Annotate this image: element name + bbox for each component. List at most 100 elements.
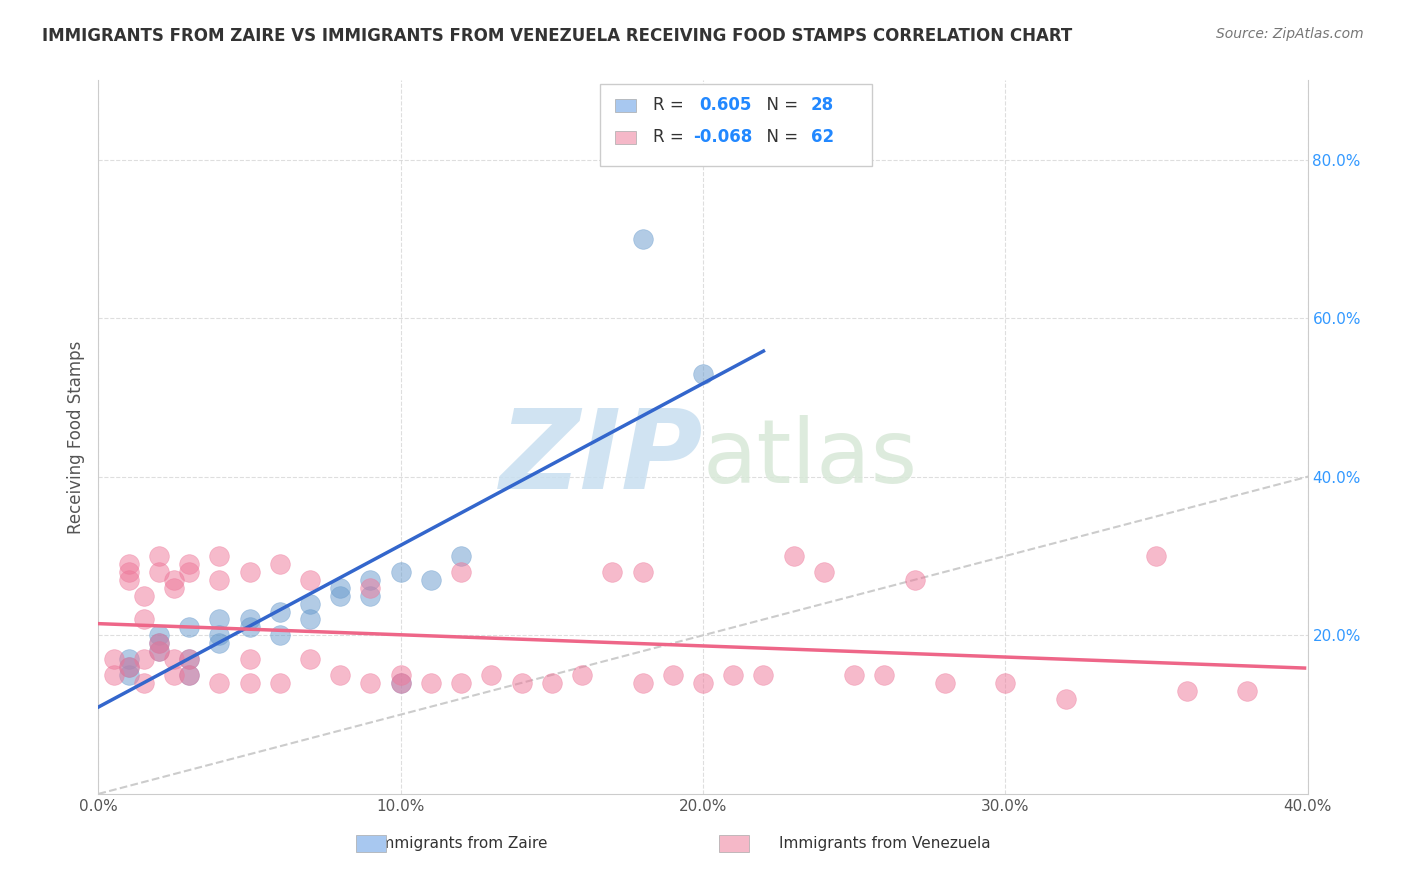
Point [904, 573, 927, 587]
Point [631, 565, 654, 579]
Point [389, 676, 412, 690]
Point [118, 652, 141, 666]
Text: R =: R = [654, 128, 689, 146]
Point [269, 557, 291, 571]
Point [752, 668, 775, 682]
Point [934, 676, 956, 690]
Point [148, 565, 170, 579]
Point [148, 549, 170, 563]
Point [208, 676, 231, 690]
Point [450, 549, 472, 563]
Point [299, 597, 322, 611]
Point [1054, 691, 1077, 706]
Point [148, 644, 170, 658]
Point [208, 573, 231, 587]
Point [103, 668, 125, 682]
Point [661, 668, 683, 682]
Point [420, 676, 443, 690]
Text: Source: ZipAtlas.com: Source: ZipAtlas.com [1216, 27, 1364, 41]
Point [1144, 549, 1167, 563]
Point [299, 652, 322, 666]
Point [269, 676, 291, 690]
Text: R =: R = [654, 96, 689, 114]
Point [873, 668, 896, 682]
FancyBboxPatch shape [600, 84, 872, 166]
Text: 0.605: 0.605 [699, 96, 752, 114]
Point [510, 676, 533, 690]
Point [571, 668, 593, 682]
Point [179, 565, 201, 579]
Point [269, 628, 291, 642]
Point [179, 620, 201, 634]
FancyBboxPatch shape [356, 835, 387, 853]
Point [540, 676, 562, 690]
Point [118, 660, 141, 674]
Point [208, 628, 231, 642]
Point [148, 636, 170, 650]
Point [329, 668, 352, 682]
FancyBboxPatch shape [718, 835, 749, 853]
Point [179, 652, 201, 666]
Point [132, 612, 155, 626]
Text: atlas: atlas [703, 415, 918, 502]
FancyBboxPatch shape [614, 131, 637, 144]
Point [148, 644, 170, 658]
Point [239, 620, 262, 634]
Text: Immigrants from Zaire: Immigrants from Zaire [375, 837, 547, 851]
Point [239, 676, 262, 690]
Y-axis label: Receiving Food Stamps: Receiving Food Stamps [66, 341, 84, 533]
Text: 62: 62 [811, 128, 834, 146]
Point [179, 668, 201, 682]
Point [179, 557, 201, 571]
Point [813, 565, 835, 579]
Point [602, 565, 624, 579]
Point [389, 668, 412, 682]
Point [783, 549, 806, 563]
Point [118, 668, 141, 682]
Point [450, 565, 472, 579]
Point [103, 652, 125, 666]
Point [118, 660, 141, 674]
Point [329, 581, 352, 595]
Text: ZIP: ZIP [499, 405, 703, 512]
Point [179, 652, 201, 666]
Point [148, 636, 170, 650]
Point [723, 668, 745, 682]
Text: Immigrants from Venezuela: Immigrants from Venezuela [779, 837, 990, 851]
Point [481, 668, 503, 682]
Point [239, 612, 262, 626]
Point [208, 549, 231, 563]
Point [1236, 683, 1258, 698]
Point [360, 589, 382, 603]
FancyBboxPatch shape [614, 99, 637, 112]
Point [132, 589, 155, 603]
Text: IMMIGRANTS FROM ZAIRE VS IMMIGRANTS FROM VENEZUELA RECEIVING FOOD STAMPS CORRELA: IMMIGRANTS FROM ZAIRE VS IMMIGRANTS FROM… [42, 27, 1073, 45]
Text: 28: 28 [811, 96, 834, 114]
Point [132, 676, 155, 690]
Point [360, 676, 382, 690]
Point [163, 573, 186, 587]
Point [132, 652, 155, 666]
Point [118, 565, 141, 579]
Point [299, 573, 322, 587]
Point [148, 628, 170, 642]
Point [118, 557, 141, 571]
Point [239, 565, 262, 579]
Point [360, 573, 382, 587]
Text: N =: N = [756, 96, 804, 114]
Point [360, 581, 382, 595]
Text: N =: N = [756, 128, 804, 146]
Point [299, 612, 322, 626]
Point [1175, 683, 1198, 698]
Point [329, 589, 352, 603]
Point [692, 676, 714, 690]
Point [994, 676, 1017, 690]
Point [208, 636, 231, 650]
Point [631, 676, 654, 690]
Point [692, 367, 714, 381]
Point [420, 573, 443, 587]
Point [269, 605, 291, 619]
Point [450, 676, 472, 690]
Point [844, 668, 866, 682]
Point [163, 581, 186, 595]
